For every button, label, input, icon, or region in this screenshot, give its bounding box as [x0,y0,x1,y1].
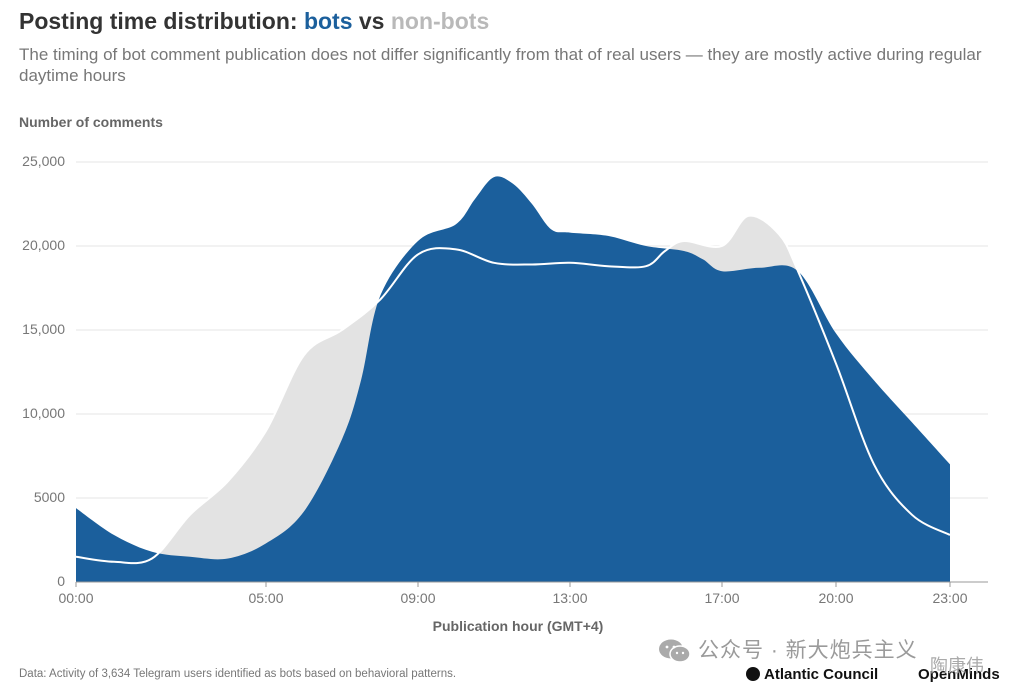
x-tick-label: 13:00 [552,590,587,606]
title-vs: vs [352,8,391,34]
x-tick-label: 09:00 [400,590,435,606]
wechat-watermark: 公众号 · 新大炮兵主义 [658,634,918,664]
title-bots: bots [303,8,353,34]
chart-subtitle: The timing of bot comment publication do… [19,45,982,85]
x-axis-title: Publication hour (GMT+4) [433,618,604,634]
x-tick-label: 17:00 [704,590,739,606]
wechat-icon [659,639,691,664]
series-line-nonbots [75,214,951,565]
atlantic-council-text: Atlantic Council [764,666,879,683]
y-tick-label: 5000 [34,489,65,505]
chart-title: Posting time distribution: bots vs non-b… [19,8,489,35]
title-prefix: Posting time distribution: [19,8,304,34]
y-tick-label: 20,000 [22,237,65,253]
atlantic-council-logo: Atlantic Council [746,666,878,683]
x-tick-label: 00:00 [58,590,93,606]
x-tick-label: 20:00 [818,590,853,606]
watermark-text: 公众号 · 新大炮兵主义 [698,639,918,662]
weibo-watermark: 陶康伟 [930,656,984,676]
globe-icon [746,667,760,681]
y-tick-label: 0 [57,573,65,589]
y-axis-title: Number of comments [19,114,163,130]
x-tick-label: 05:00 [248,590,283,606]
y-tick-label: 15,000 [22,321,65,337]
openminds-logo: OpenMinds [918,666,1000,683]
y-tick-label: 25,000 [22,153,65,169]
openminds-text: OpenMinds [918,666,1000,683]
y-tick-label: 10,000 [22,405,65,421]
data-source-note: Data: Activity of 3,634 Telegram users i… [19,668,457,680]
x-tick-label: 23:00 [932,590,967,606]
series-area-bots [76,176,950,582]
title-nonbots: non-bots [390,8,490,34]
